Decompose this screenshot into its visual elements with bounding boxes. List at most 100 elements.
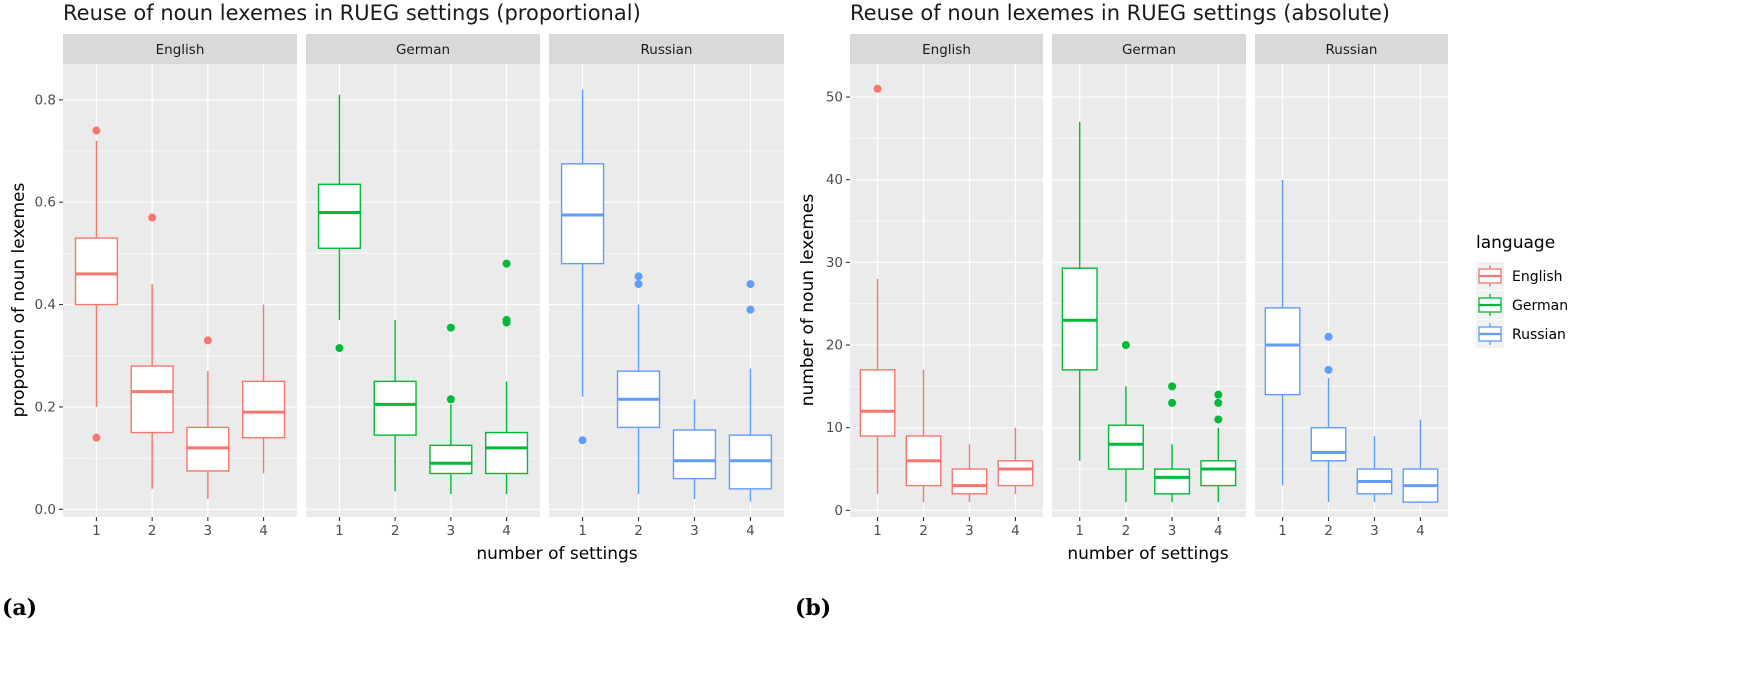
box-iqr	[1264, 307, 1301, 396]
outlier-point	[634, 280, 643, 289]
box-german-1	[317, 94, 362, 353]
facet-strip	[549, 34, 784, 64]
x-tick-label: 1	[578, 523, 587, 539]
outlier-point	[1168, 398, 1177, 407]
y-tick-label: 40	[826, 172, 843, 188]
outlier-point	[746, 305, 755, 314]
box-iqr	[997, 460, 1034, 487]
box-iqr	[241, 380, 286, 439]
box-german-2	[1107, 341, 1144, 503]
x-tick-label: 1	[873, 523, 882, 539]
box-english-1	[859, 84, 896, 494]
legend-label: German	[1512, 298, 1568, 314]
x-tick-label: 3	[204, 523, 213, 539]
box-iqr	[74, 237, 119, 306]
box-german-1	[1061, 121, 1098, 461]
outlier-point	[92, 126, 101, 135]
outlier-point	[446, 323, 455, 332]
x-tick-label: 1	[92, 523, 101, 539]
x-tick-label: 3	[965, 523, 974, 539]
x-tick-label: 4	[746, 523, 755, 539]
outlier-point	[746, 280, 755, 289]
box-iqr	[1154, 468, 1191, 495]
panel-background	[850, 64, 1043, 517]
y-tick-label: 0.2	[35, 399, 56, 415]
x-tick-label: 2	[634, 523, 643, 539]
y-tick-label: 50	[826, 90, 843, 106]
x-tick-label: 2	[919, 523, 928, 539]
outlier-point	[634, 272, 643, 281]
y-tick-label: 0.8	[35, 92, 56, 108]
facet-strip-label: German	[1122, 42, 1176, 58]
panel-label-b: (b)	[795, 595, 831, 621]
box-english-3	[186, 336, 230, 500]
facet-strip	[63, 34, 297, 64]
x-tick-label: 2	[148, 523, 157, 539]
box-english-1	[74, 126, 119, 442]
outlier-point	[203, 336, 212, 345]
y-tick-label: 0.4	[35, 297, 56, 313]
box-iqr	[1107, 424, 1144, 470]
outlier-point	[578, 436, 587, 445]
panel-label-a: (a)	[2, 595, 37, 621]
legend-label: Russian	[1512, 327, 1566, 343]
facet-strip-label: German	[396, 42, 450, 58]
outlier-point	[1214, 398, 1223, 407]
box-russian-2	[1310, 332, 1347, 503]
box-iqr	[373, 380, 417, 436]
outlier-point	[1121, 341, 1130, 350]
x-tick-label: 2	[1324, 523, 1333, 539]
outlier-point	[148, 213, 157, 222]
y-axis-title-b: number of noun lexemes	[798, 194, 818, 407]
outlier-point	[335, 344, 344, 353]
x-tick-label: 4	[1416, 523, 1425, 539]
y-axis-title-a: proportion of noun lexemes	[9, 183, 29, 418]
y-tick-label: 0	[834, 503, 843, 519]
figure-b: Reuse of noun lexemes in RUEG settings (…	[795, 1, 1448, 621]
x-tick-label: 1	[1075, 523, 1084, 539]
legend: language English German Russian	[1476, 233, 1568, 348]
x-axis-title-a: number of settings	[476, 544, 637, 564]
legend-title: language	[1476, 233, 1555, 253]
box-german-3	[1154, 382, 1191, 503]
box-russian-1	[1264, 179, 1301, 486]
outlier-point	[1324, 332, 1333, 341]
outlier-point	[446, 395, 455, 404]
box-russian-4	[1402, 419, 1439, 503]
legend-item-german: German	[1476, 291, 1568, 319]
box-russian-3	[672, 399, 717, 500]
box-iqr	[484, 431, 529, 475]
chart-title-b: Reuse of noun lexemes in RUEG settings (…	[850, 1, 1390, 25]
legend-label: English	[1512, 269, 1563, 285]
box-iqr	[317, 183, 362, 249]
outlier-point	[1214, 390, 1223, 399]
x-tick-label: 4	[1011, 523, 1020, 539]
box-english-2	[905, 369, 942, 503]
box-russian-1	[560, 89, 605, 445]
outlier-point	[1168, 382, 1177, 391]
box-iqr	[951, 468, 988, 495]
legend-item-russian: Russian	[1476, 320, 1566, 348]
chart-title-a: Reuse of noun lexemes in RUEG settings (…	[63, 1, 641, 25]
box-german-2	[373, 319, 417, 492]
box-russian-3	[1356, 435, 1393, 503]
box-english-4	[241, 304, 286, 474]
outlier-point	[502, 318, 511, 327]
box-iqr	[130, 365, 174, 434]
facet-strip	[850, 34, 1043, 64]
outlier-point	[502, 259, 511, 268]
y-tick-label: 10	[826, 420, 843, 436]
box-russian-2	[616, 272, 661, 494]
x-tick-label: 1	[335, 523, 344, 539]
outlier-point	[873, 84, 882, 93]
facet-strip-label: English	[922, 42, 971, 58]
x-tick-label: 1	[1278, 523, 1287, 539]
box-iqr	[1200, 460, 1237, 487]
x-tick-label: 3	[1168, 523, 1177, 539]
box-german-3	[429, 323, 473, 494]
x-tick-label: 3	[690, 523, 699, 539]
y-tick-label: 20	[826, 338, 843, 354]
outlier-point	[1324, 365, 1333, 374]
facet-strip-label: Russian	[641, 42, 693, 58]
